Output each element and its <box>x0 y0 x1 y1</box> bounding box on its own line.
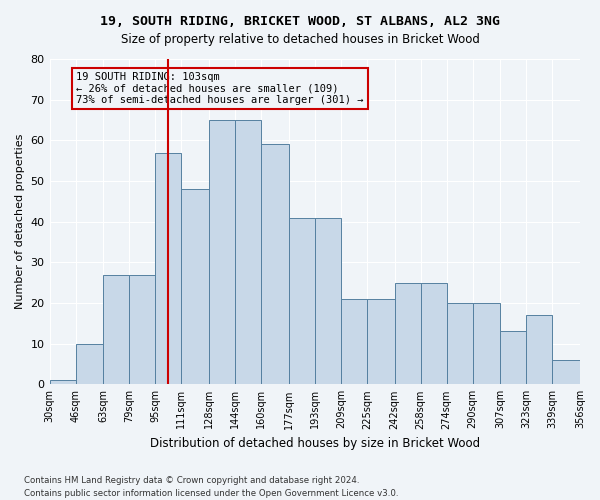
Bar <box>103 274 129 384</box>
Text: Contains public sector information licensed under the Open Government Licence v3: Contains public sector information licen… <box>24 488 398 498</box>
Bar <box>181 189 209 384</box>
Bar <box>341 299 367 384</box>
Text: Size of property relative to detached houses in Bricket Wood: Size of property relative to detached ho… <box>121 32 479 46</box>
Bar <box>50 380 76 384</box>
Bar <box>129 274 155 384</box>
Bar <box>526 315 553 384</box>
Text: 19, SOUTH RIDING, BRICKET WOOD, ST ALBANS, AL2 3NG: 19, SOUTH RIDING, BRICKET WOOD, ST ALBAN… <box>100 15 500 28</box>
Bar <box>473 303 500 384</box>
Bar <box>76 344 103 384</box>
X-axis label: Distribution of detached houses by size in Bricket Wood: Distribution of detached houses by size … <box>150 437 480 450</box>
Bar <box>553 360 580 384</box>
Bar <box>289 218 315 384</box>
Bar <box>155 152 181 384</box>
Y-axis label: Number of detached properties: Number of detached properties <box>15 134 25 310</box>
Bar <box>261 144 289 384</box>
Bar <box>395 282 421 384</box>
Bar <box>235 120 261 384</box>
Bar <box>446 303 473 384</box>
Text: Contains HM Land Registry data © Crown copyright and database right 2024.: Contains HM Land Registry data © Crown c… <box>24 476 359 485</box>
Bar <box>421 282 446 384</box>
Bar <box>367 299 395 384</box>
Bar <box>500 332 526 384</box>
Text: 19 SOUTH RIDING: 103sqm
← 26% of detached houses are smaller (109)
73% of semi-d: 19 SOUTH RIDING: 103sqm ← 26% of detache… <box>76 72 364 105</box>
Bar <box>209 120 235 384</box>
Bar <box>315 218 341 384</box>
